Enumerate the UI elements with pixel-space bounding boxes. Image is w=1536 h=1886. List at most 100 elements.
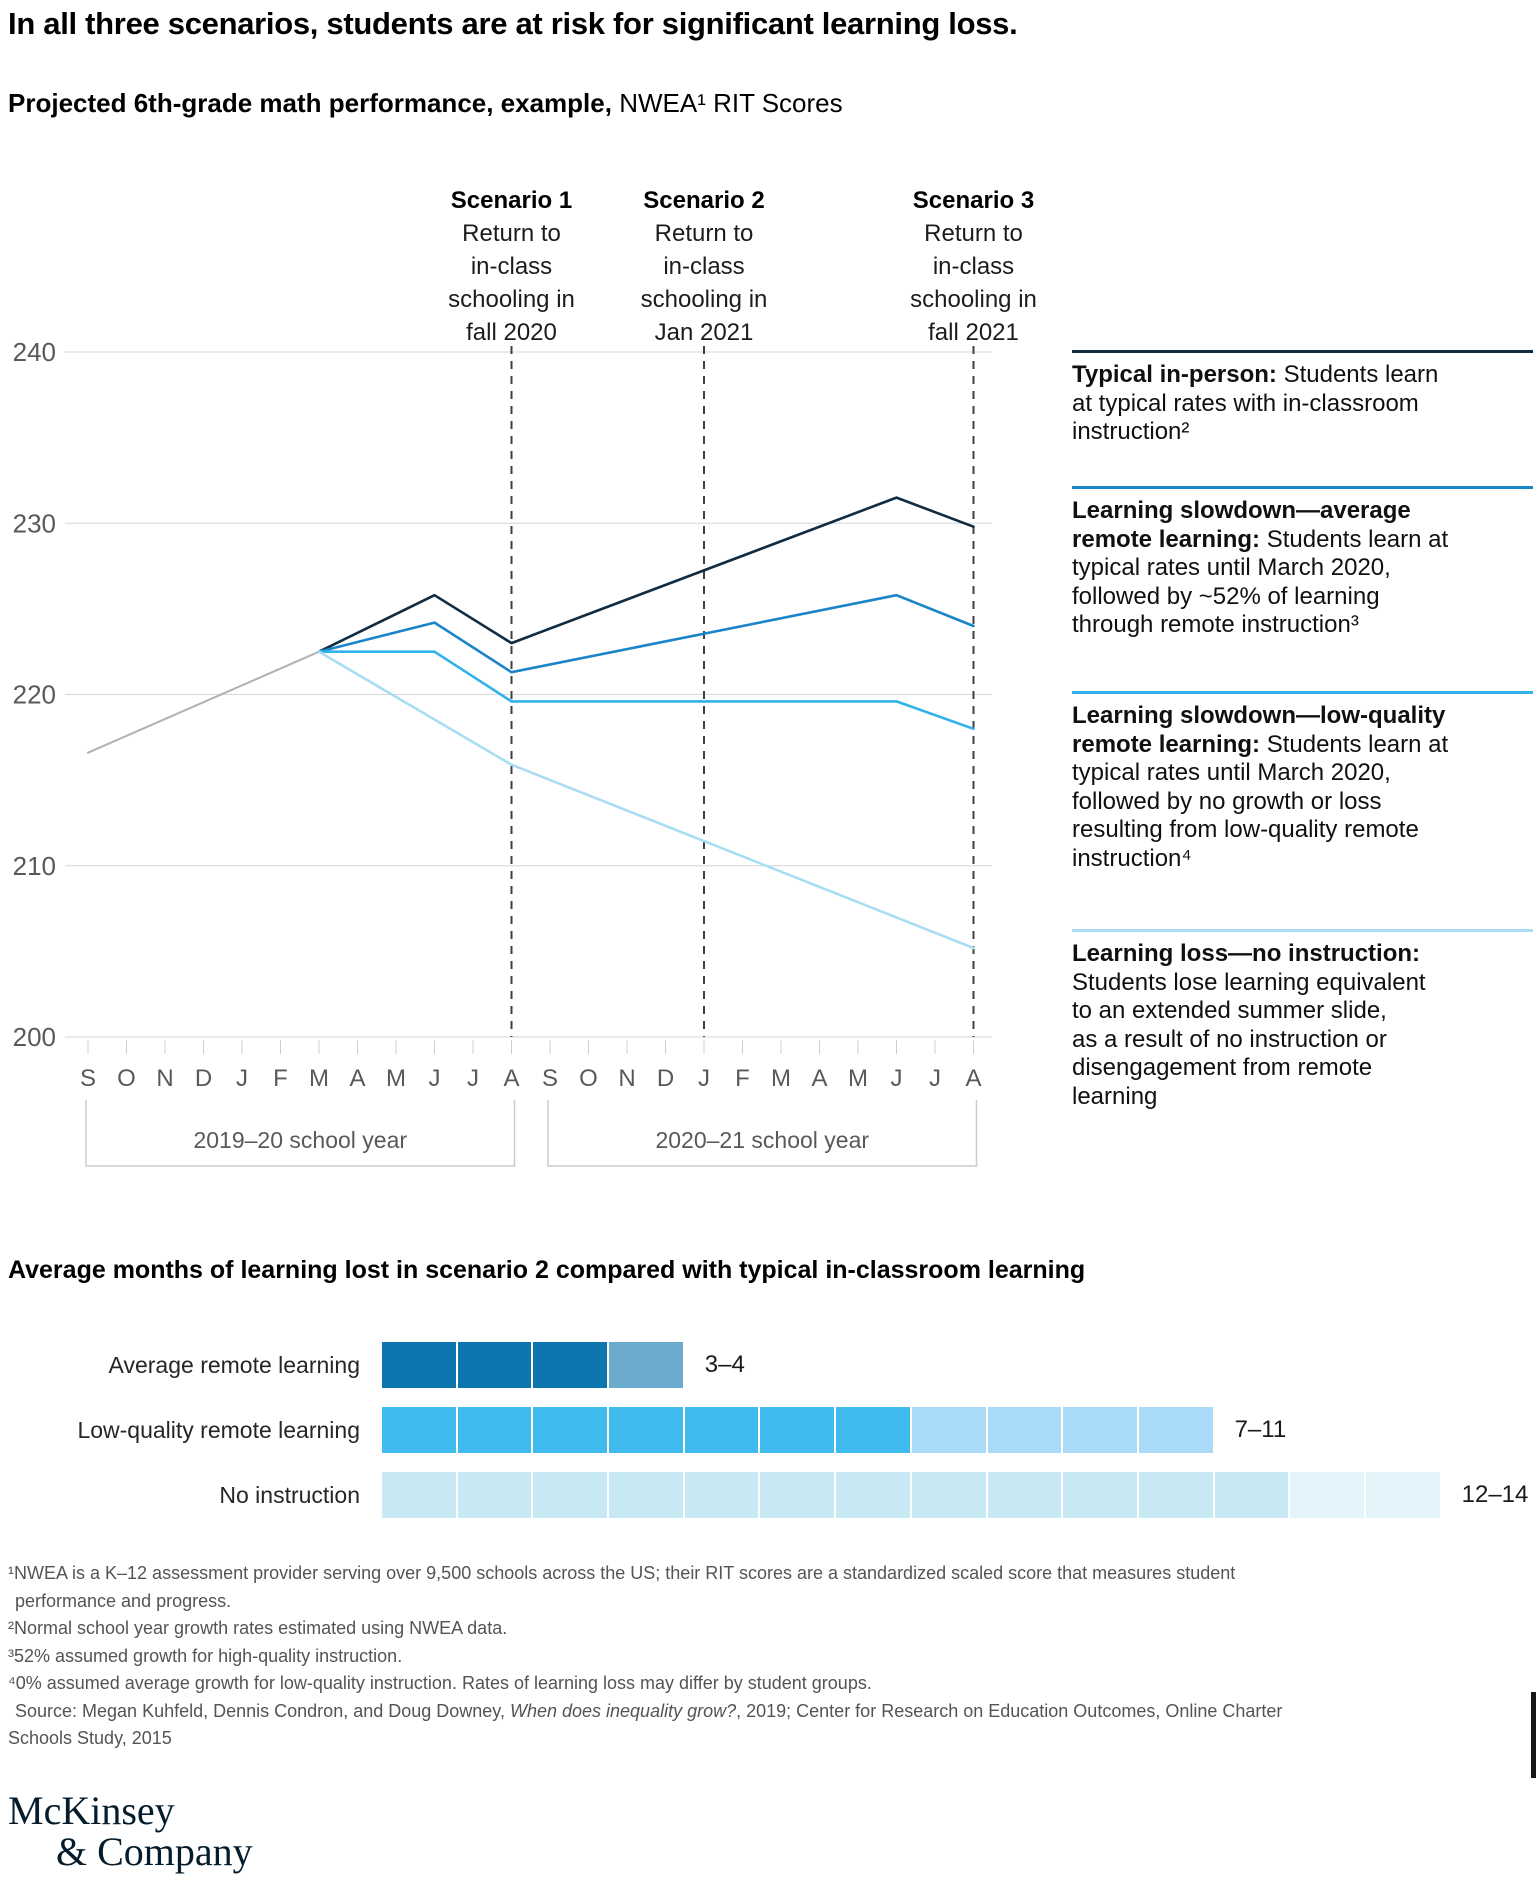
bar-chart-title: Average months of learning lost in scena… [8, 1256, 1086, 1284]
y-axis-label-210: 210 [13, 851, 56, 881]
scenario-3-line-3: schooling in [910, 286, 1037, 313]
x-month-label-17: F [735, 1065, 750, 1092]
legend-entry-no-instruction: Learning loss—no instruction: Students l… [1072, 929, 1533, 1111]
bar-segment [760, 1472, 835, 1518]
bar-segment [684, 1407, 759, 1453]
source-line-2: Schools Study, 2015 [8, 1728, 172, 1748]
x-month-label-12: S [542, 1065, 558, 1092]
school-year-bracket-2 [547, 1100, 978, 1167]
bar-segment [987, 1407, 1062, 1453]
scenario-2-line-4: Jan 2021 [654, 319, 754, 346]
y-axis-label-220: 220 [13, 680, 56, 710]
bar-segment [609, 1407, 683, 1453]
legend-rule-typical-in-person [1072, 350, 1533, 353]
x-month-label-14: N [618, 1065, 635, 1092]
bar-segment [382, 1407, 456, 1453]
x-month-label-21: J [891, 1065, 903, 1092]
scenario-1-header: Scenario 1 Return to in-class schooling in f… [402, 184, 622, 349]
legend-lead: Learning slowdown—average remote learnin… [1072, 497, 1411, 553]
bar-segment [911, 1407, 986, 1453]
school-year-bracket-1 [85, 1100, 516, 1167]
scenario-2-line-2: in-class [663, 253, 745, 280]
source-pre: Source: Megan Kuhfeld, Dennis Condron, a… [15, 1700, 510, 1721]
scenario-2-header: Scenario 2 Return to in-class schooling in J… [594, 184, 814, 349]
logo-line-1: McKinsey [8, 1788, 175, 1833]
page-title: In all three scenarios, students are at … [8, 6, 1018, 41]
x-month-label-20: M [848, 1065, 868, 1092]
bar-segment [609, 1342, 683, 1388]
scenario-3-line-2: in-class [932, 253, 1015, 280]
scrollbar-thumb[interactable] [1531, 1692, 1536, 1778]
x-month-label-0: S [80, 1065, 96, 1092]
x-month-label-11: A [503, 1065, 519, 1092]
scenario-1-line-3: schooling in [448, 286, 575, 313]
bar-segment [1063, 1407, 1137, 1453]
legend-desc: Students learn at typical rates until Ma… [1072, 525, 1449, 639]
y-axis-label-200: 200 [13, 1022, 56, 1052]
legend-rule-low-quality-remote [1072, 691, 1533, 694]
bar-segment [1138, 1407, 1213, 1453]
footnote-3: ³52% assumed growth for high-quality ins… [8, 1645, 403, 1666]
x-month-label-16: J [698, 1065, 710, 1092]
bar-row-3: No instruction 12–14 [0, 1472, 1536, 1518]
y-axis-label-230: 230 [13, 508, 56, 538]
legend-desc: Students lose learning equivalent to an … [1072, 968, 1426, 1110]
scenario-1-line-4: fall 2020 [466, 319, 557, 346]
scenario-1-title: Scenario 1 [450, 187, 573, 214]
bar-row-value: 7–11 [1234, 1416, 1287, 1443]
scenario-3-title: Scenario 3 [912, 187, 1035, 214]
x-month-label-9: J [429, 1065, 441, 1092]
bar-row-value: 12–14 [1461, 1481, 1529, 1508]
source-line-1: Source: Megan Kuhfeld, Dennis Condron, a… [8, 1698, 1530, 1726]
chart-subtitle: Projected 6th-grade math performance, ex… [8, 88, 843, 119]
bar-segment [457, 1342, 532, 1388]
x-month-label-10: J [467, 1065, 479, 1092]
subtitle-bold: Projected 6th-grade math performance, ex… [8, 88, 612, 118]
x-month-label-13: O [579, 1065, 598, 1092]
scenario-2-line-3: schooling in [640, 286, 768, 313]
legend-rule-average-remote [1072, 486, 1533, 489]
scenario-3-line-1: Return to [924, 220, 1023, 247]
bar-segment [1290, 1472, 1364, 1518]
legend-text: Typical in-person: Students learn at typ… [1072, 361, 1524, 447]
bar-segment [382, 1342, 456, 1388]
bar-segment [1365, 1472, 1440, 1518]
bar-segment [836, 1472, 910, 1518]
series-line-3 [317, 650, 975, 731]
bar-row-2: Low-quality remote learning 7–11 [0, 1407, 1536, 1453]
legend-entry-average-remote: Learning slowdown—average remote learnin… [1072, 486, 1533, 640]
x-month-label-18: M [771, 1065, 791, 1092]
bar-row-value: 3–4 [704, 1351, 745, 1378]
mckinsey-logo: McKinsey & Company [8, 1790, 253, 1872]
school-year-label-1: 2019–20 school year [193, 1127, 407, 1153]
bar-segment [1063, 1472, 1137, 1518]
series-line-1 [317, 496, 975, 654]
bar-row-segments [382, 1342, 683, 1388]
legend-lead: Learning loss—no instruction: [1072, 940, 1421, 967]
y-axis-label-240: 240 [13, 337, 56, 367]
bar-segment [1214, 1472, 1289, 1518]
footnote-2: ²Normal school year growth rates estimat… [8, 1618, 508, 1638]
x-month-label-6: M [309, 1065, 329, 1092]
bar-segment [836, 1407, 910, 1453]
scenario-1-line-1: Return to [462, 220, 561, 247]
x-month-label-19: A [811, 1065, 827, 1092]
bar-segment [533, 1342, 608, 1388]
source-post: , 2019; Center for Research on Education… [736, 1700, 1283, 1721]
scenario-2-title: Scenario 2 [643, 187, 765, 214]
legend-text: Learning slowdown—average remote learnin… [1072, 497, 1524, 640]
bar-segment [911, 1472, 986, 1518]
x-month-label-23: A [965, 1065, 981, 1092]
scenario-3-line-4: fall 2021 [928, 319, 1019, 346]
bar-segment [533, 1407, 608, 1453]
x-month-label-1: O [117, 1065, 136, 1092]
series-line-pre-split [87, 650, 320, 754]
bar-segment [457, 1472, 532, 1518]
x-month-label-3: D [195, 1065, 212, 1092]
bar-row-label: Average remote learning [108, 1352, 360, 1378]
bar-row-segments [382, 1407, 1213, 1453]
series-line-4 [317, 650, 975, 950]
x-month-label-5: F [273, 1065, 288, 1092]
legend-text: Learning slowdown—low-quality remote lea… [1072, 702, 1524, 873]
